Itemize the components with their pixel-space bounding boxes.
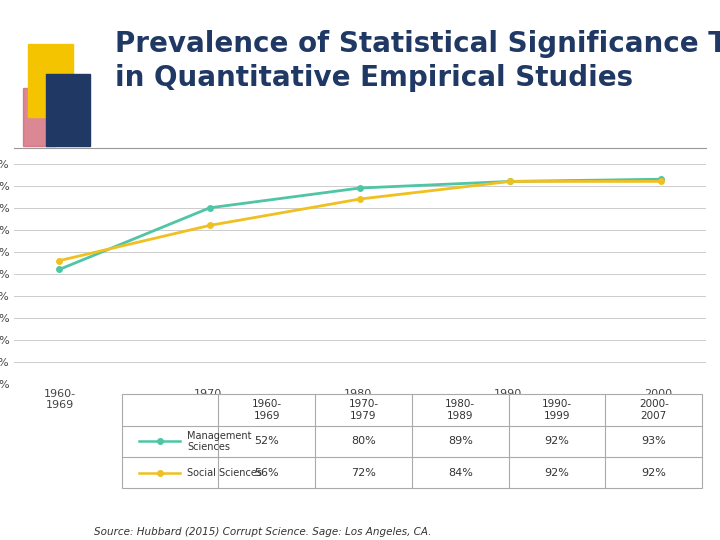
Bar (23, 87, 56, 146)
Bar (45, 73, 91, 146)
Text: Management
Sciences: Management Sciences (187, 430, 252, 452)
Text: 80%: 80% (351, 436, 376, 447)
Text: Source: Hubbard (2015) Corrupt Science. Sage: Los Angeles, CA.: Source: Hubbard (2015) Corrupt Science. … (94, 527, 431, 537)
Text: 92%: 92% (642, 468, 666, 478)
Text: 93%: 93% (642, 436, 666, 447)
Text: 92%: 92% (544, 468, 570, 478)
Text: 89%: 89% (448, 436, 472, 447)
Text: 56%: 56% (254, 468, 279, 478)
Text: Prevalence of Statistical Significance Tests
in Quantitative Empirical Studies: Prevalence of Statistical Significance T… (114, 30, 720, 92)
Text: 2000-
2007: 2000- 2007 (639, 399, 669, 421)
Text: 84%: 84% (448, 468, 472, 478)
Text: 92%: 92% (544, 436, 570, 447)
Text: 52%: 52% (254, 436, 279, 447)
Text: 1980-
1989: 1980- 1989 (445, 399, 475, 421)
Text: 1960-
1969: 1960- 1969 (251, 399, 282, 421)
Bar (122, 394, 702, 488)
Text: Social Sciences: Social Sciences (187, 468, 262, 478)
Text: 1990-
1999: 1990- 1999 (542, 399, 572, 421)
Text: 1970-
1979: 1970- 1979 (348, 399, 379, 421)
Bar (28, 44, 73, 117)
Text: 72%: 72% (351, 468, 376, 478)
